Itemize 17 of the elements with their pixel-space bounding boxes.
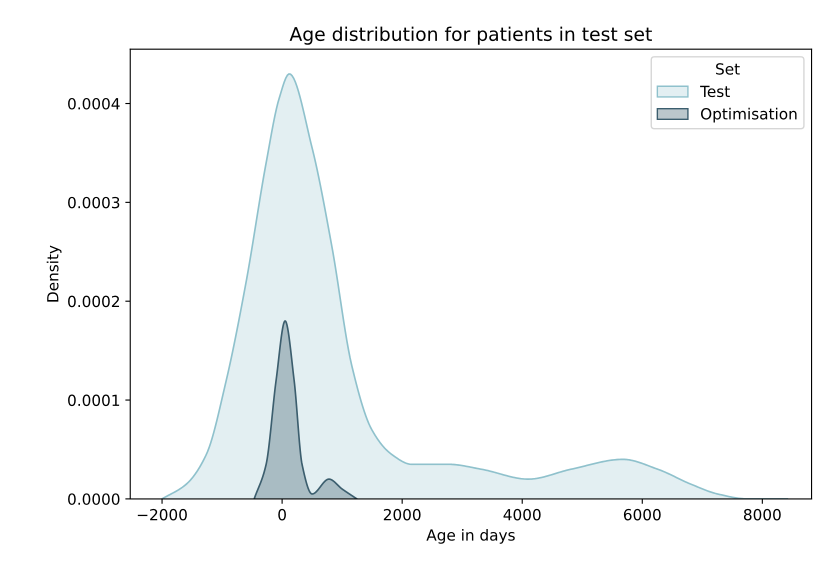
y-tick-label: 0.0002 [68,296,119,308]
x-tick-label: 2000 [384,508,421,520]
x-tick-label: 6000 [624,508,661,520]
x-tick-label: −2000 [138,508,187,520]
x-tick-label: 0 [278,508,286,520]
legend-title: Set [716,63,740,75]
legend-label: Optimisation [700,108,797,123]
chart-title: Age distribution for patients in test set [290,26,652,45]
y-tick-label: 0.0000 [68,493,120,505]
y-tick-label: 0.0001 [68,394,120,406]
y-tick-label: 0.0003 [68,196,120,208]
y-axis-title: Density [46,245,62,302]
x-tick-label: 8000 [744,508,781,520]
x-tick-label: 4000 [504,508,541,520]
x-axis-title: Age in days [426,528,515,544]
legend-label: Test [700,86,730,98]
y-tick-label: 0.0004 [68,98,120,110]
